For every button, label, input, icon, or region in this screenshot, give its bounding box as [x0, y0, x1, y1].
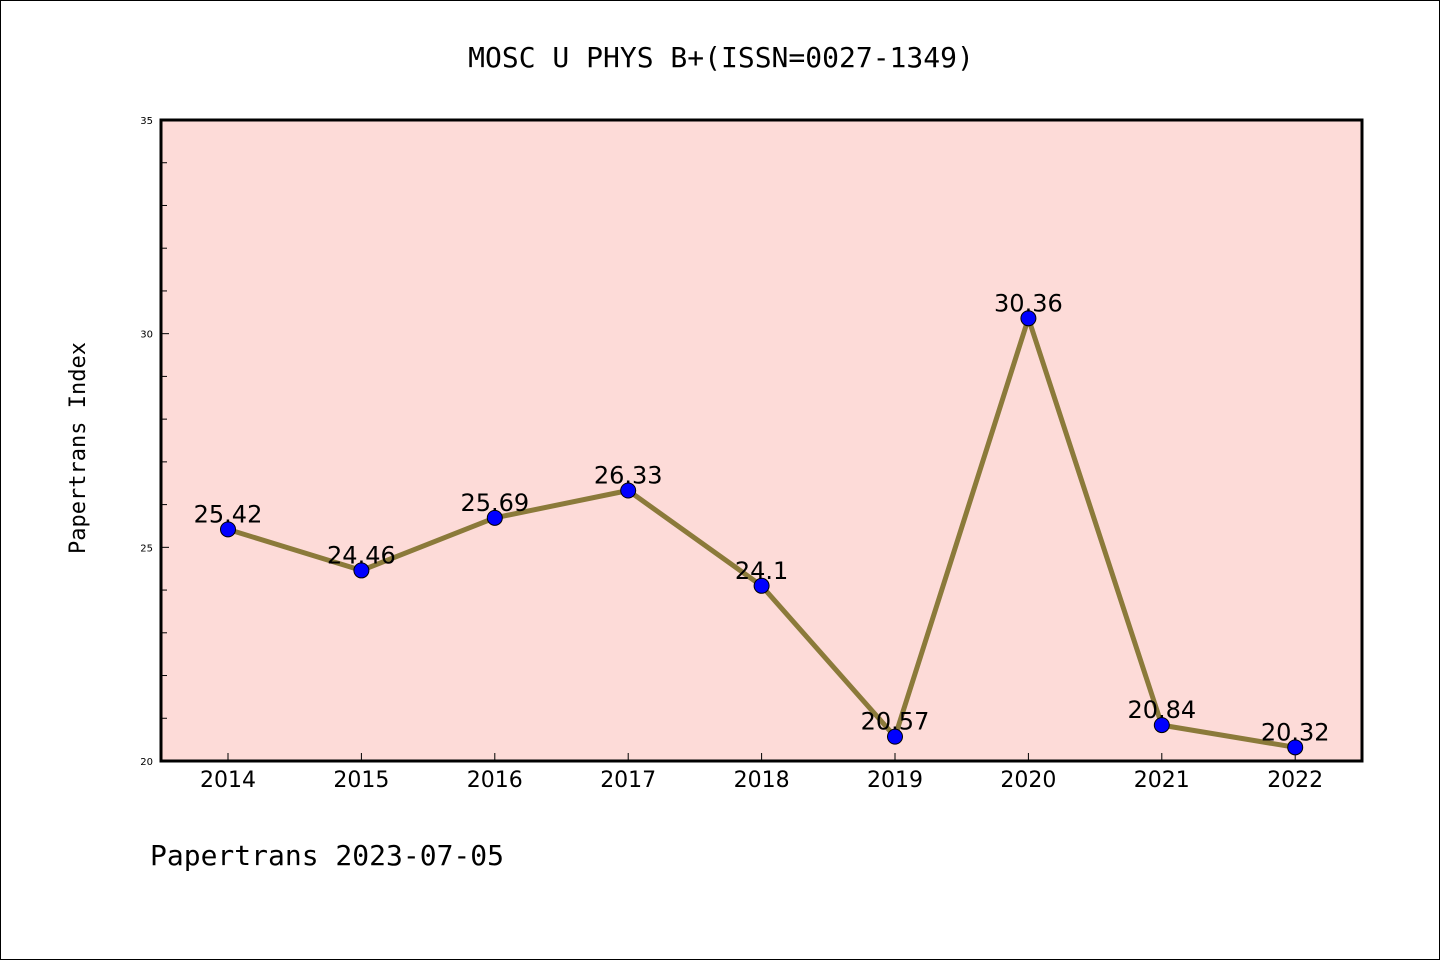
x-tick-label: 2020: [1000, 768, 1056, 793]
data-label-2016: 25.69: [460, 489, 529, 517]
data-label-2021: 20.84: [1127, 696, 1196, 724]
y-tick-label: 20: [140, 757, 153, 768]
x-tick-label: 2021: [1134, 768, 1190, 793]
y-axis-label: Papertrans Index: [66, 342, 91, 554]
data-point-2016: [486, 509, 503, 526]
data-point-2018: [753, 577, 770, 594]
data-point-2022: [1287, 739, 1304, 756]
data-point-2020: [1020, 310, 1037, 327]
x-tick-label: 2018: [734, 768, 790, 793]
plot-area: [159, 118, 1364, 763]
data-label-2019: 20.57: [861, 708, 930, 736]
x-axis: 2014 2015 2016 2017 2018 2019 2020 2021 2022: [200, 753, 1323, 793]
footer-source-date: Papertrans 2023-07-05: [150, 839, 504, 872]
data-label-2018: 24.1: [735, 557, 788, 585]
x-tick-label: 2015: [333, 768, 389, 793]
series-papertrans-index: [220, 310, 1304, 756]
data-label-2014: 25.42: [194, 500, 263, 528]
data-label-2017: 26.33: [594, 461, 663, 489]
x-tick-label: 2022: [1267, 768, 1323, 793]
data-point-2017: [620, 482, 637, 499]
x-tick-label: 2019: [867, 768, 923, 793]
data-labels: 25.42 24.46 25.69 26.33 24.1 20.57 30.36 20.84 2…: [194, 289, 1330, 746]
data-point-2019: [887, 728, 903, 745]
y-axis: 20 25 30 35: [140, 116, 169, 768]
x-tick-label: 2014: [200, 768, 256, 793]
x-tick-label: 2017: [600, 768, 656, 793]
data-label-2022: 20.32: [1261, 718, 1330, 746]
data-point-2014: [220, 521, 236, 538]
y-tick-label: 25: [140, 543, 153, 554]
data-label-2020: 30.36: [994, 289, 1063, 317]
y-tick-label: 35: [140, 116, 153, 127]
data-point-2021: [1153, 717, 1170, 734]
x-tick-label: 2016: [467, 768, 523, 793]
data-point-2015: [353, 562, 370, 579]
chart-title: MOSC U PHYS B+(ISSN=0027-1349): [468, 41, 974, 74]
y-tick-label: 30: [140, 330, 153, 341]
data-label-2015: 24.46: [327, 541, 396, 569]
